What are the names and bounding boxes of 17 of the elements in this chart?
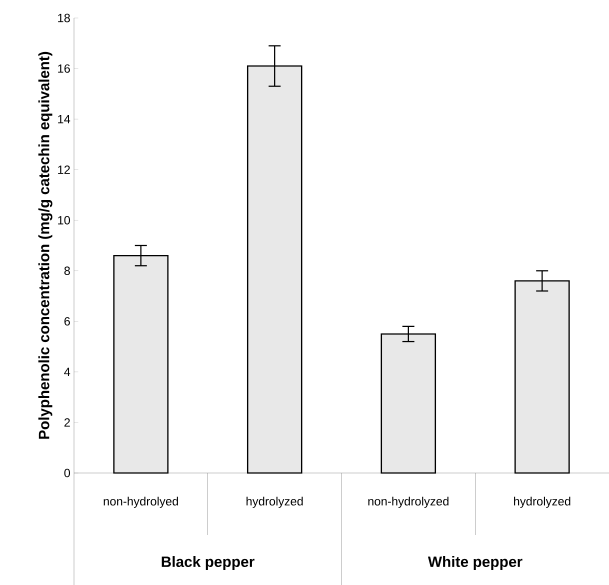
x-tick-label: non-hydrolyed	[104, 496, 178, 508]
y-tick-label: 8	[64, 266, 70, 275]
y-axis-title: Polyphenolic concentration (mg/g catechin equivalent)	[38, 52, 52, 439]
text: White pepper	[428, 556, 522, 570]
y-tick-label: 12	[58, 165, 70, 174]
y-tick-label: 16	[58, 64, 70, 73]
y-tick-label: 18	[58, 14, 70, 22]
x-tick-label: non-hydrolyzed	[368, 496, 448, 508]
y-tick-label: 6	[64, 317, 70, 326]
y-tick-label: 4	[64, 368, 70, 376]
text: Black pepper	[162, 556, 254, 570]
y-tick-label: 14	[58, 115, 70, 124]
x-tick-label: hydrolyzed	[514, 496, 570, 508]
y-tick-label: 0	[64, 468, 70, 478]
y-tick-label: 2	[64, 418, 70, 427]
y-tick-label: 10	[58, 216, 70, 224]
x-tick-label: hydrolyzed	[246, 496, 303, 508]
